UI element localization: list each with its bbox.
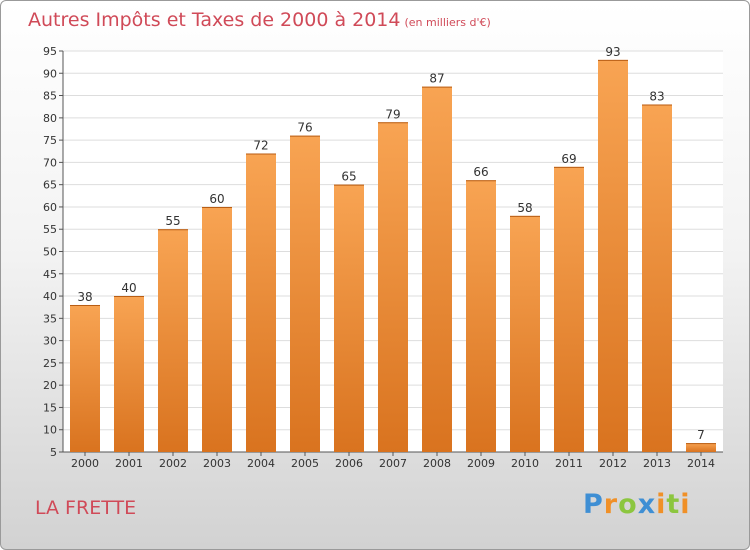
unit-text: (en milliers d'€) xyxy=(404,16,491,29)
logo-letter: t xyxy=(666,489,681,520)
bar xyxy=(378,122,408,453)
x-tick-label: 2006 xyxy=(335,457,363,470)
bar xyxy=(114,296,144,452)
bar-value-label: 58 xyxy=(517,201,532,215)
x-tick-label: 2011 xyxy=(555,457,583,470)
y-tick-label: 15 xyxy=(43,401,57,414)
y-tick-label: 40 xyxy=(43,290,57,303)
x-tick-label: 2014 xyxy=(687,457,715,470)
bar xyxy=(202,206,232,452)
bar xyxy=(686,443,716,452)
y-tick-label: 90 xyxy=(43,67,57,80)
commune-name: LA FRETTE xyxy=(35,497,137,519)
bar xyxy=(158,229,188,452)
bar-value-label: 66 xyxy=(473,165,488,179)
x-tick-label: 2003 xyxy=(203,457,231,470)
y-tick-label: 85 xyxy=(43,90,57,103)
y-tick-label: 35 xyxy=(43,312,57,325)
chart-title: Autres Impôts et Taxes de 2000 à 2014 (en… xyxy=(28,9,491,31)
y-tick-label: 5 xyxy=(50,446,57,459)
x-tick-label: 2001 xyxy=(115,457,143,470)
y-tick-label: 30 xyxy=(43,335,57,348)
bar-value-label: 65 xyxy=(341,170,356,184)
bar xyxy=(246,153,276,452)
bar-value-label: 76 xyxy=(297,121,312,135)
bar xyxy=(598,59,628,453)
y-tick-label: 50 xyxy=(43,246,57,259)
bar xyxy=(422,86,452,453)
x-tick-label: 2009 xyxy=(467,457,495,470)
y-tick-label: 70 xyxy=(43,156,57,169)
y-tick-label: 60 xyxy=(43,201,57,214)
bar xyxy=(290,135,320,452)
y-tick-label: 80 xyxy=(43,112,57,125)
y-tick-label: 10 xyxy=(43,424,57,437)
bar xyxy=(510,215,540,452)
y-tick-label: 45 xyxy=(43,268,57,281)
x-tick-label: 2012 xyxy=(599,457,627,470)
bar xyxy=(642,104,672,452)
bar xyxy=(554,166,584,452)
bar-value-label: 38 xyxy=(77,290,92,304)
y-tick-label: 75 xyxy=(43,134,57,147)
logo-letter: i xyxy=(656,489,667,520)
y-tick-label: 95 xyxy=(43,45,57,58)
bar-value-label: 55 xyxy=(165,214,180,228)
bar xyxy=(334,184,364,452)
logo-letter: o xyxy=(618,489,638,520)
x-tick-label: 2013 xyxy=(643,457,671,470)
logo-letter: x xyxy=(637,489,657,520)
bar-value-label: 79 xyxy=(385,107,400,121)
x-tick-label: 2008 xyxy=(423,457,451,470)
title-text: Autres Impôts et Taxes de 2000 à 2014 xyxy=(28,9,401,31)
y-tick-label: 20 xyxy=(43,379,57,392)
bar-value-label: 72 xyxy=(253,138,268,152)
logo-letter: i xyxy=(680,489,691,520)
bar-value-label: 7 xyxy=(697,428,705,442)
bar xyxy=(466,180,496,452)
y-tick-label: 65 xyxy=(43,179,57,192)
x-tick-label: 2004 xyxy=(247,457,275,470)
bar xyxy=(70,304,100,452)
bar-value-label: 87 xyxy=(429,72,444,86)
bar-value-label: 83 xyxy=(649,89,664,103)
x-tick-label: 2007 xyxy=(379,457,407,470)
y-tick-label: 25 xyxy=(43,357,57,370)
bar-value-label: 40 xyxy=(121,281,136,295)
proxiti-logo[interactable]: Proxiti xyxy=(583,489,691,520)
logo-letter: P xyxy=(583,489,604,520)
bar-value-label: 69 xyxy=(561,152,576,166)
bar-value-label: 93 xyxy=(605,45,620,59)
x-tick-label: 2005 xyxy=(291,457,319,470)
x-tick-label: 2010 xyxy=(511,457,539,470)
x-tick-label: 2000 xyxy=(71,457,99,470)
bar-value-label: 60 xyxy=(209,192,224,206)
y-tick-label: 55 xyxy=(43,223,57,236)
logo-letter: r xyxy=(603,489,619,520)
x-tick-label: 2002 xyxy=(159,457,187,470)
